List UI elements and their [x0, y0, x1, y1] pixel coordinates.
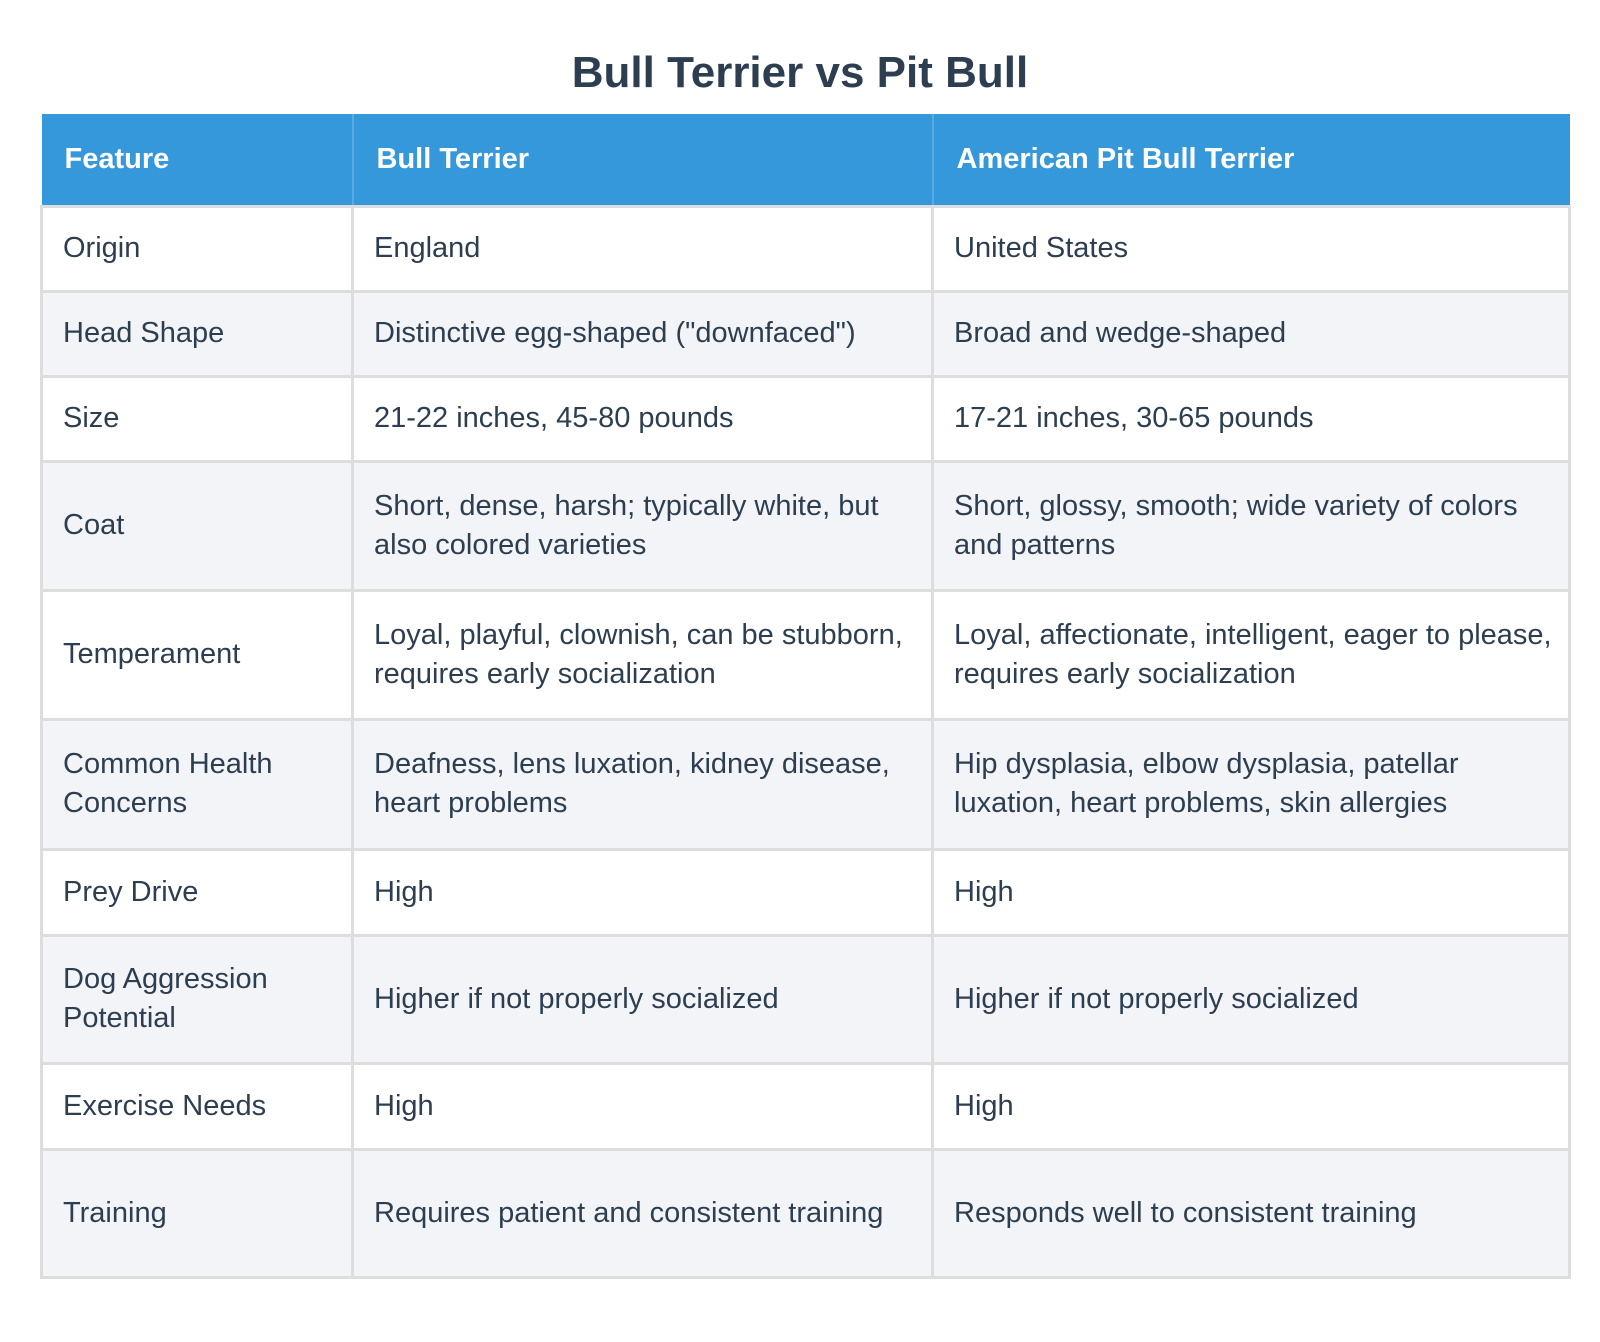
bull-terrier-cell: High: [351, 847, 934, 937]
pit-bull-cell: Broad and wedge-shaped: [931, 289, 1571, 378]
pit-bull-cell: Higher if not properly socialized: [931, 933, 1571, 1065]
feature-cell: Origin: [40, 204, 354, 293]
bull-terrier-cell: Deafness, lens luxation, kidney disease,…: [351, 717, 934, 851]
table-row: Prey Drive High High: [40, 847, 1571, 937]
feature-cell: Prey Drive: [40, 847, 354, 937]
table-row: Dog Aggression Potential Higher if not p…: [40, 933, 1571, 1065]
pit-bull-cell: Responds well to consistent training: [931, 1147, 1571, 1279]
page-title: Bull Terrier vs Pit Bull: [571, 48, 1029, 97]
bull-terrier-cell: 21-22 inches, 45-80 pounds: [351, 374, 934, 463]
table-row: Head Shape Distinctive egg-shaped ("down…: [40, 289, 1571, 378]
table-row: Common Health Concerns Deafness, lens lu…: [40, 717, 1571, 851]
pit-bull-cell: High: [931, 847, 1571, 937]
column-header-feature: Feature: [41, 114, 353, 206]
comparison-table: Feature Bull Terrier American Pit Bull T…: [40, 114, 1571, 1279]
pit-bull-cell: United States: [931, 204, 1571, 293]
bull-terrier-cell: Distinctive egg-shaped ("downfaced"): [351, 289, 934, 378]
feature-cell: Exercise Needs: [40, 1061, 354, 1151]
table-row: Size 21-22 inches, 45-80 pounds 17-21 in…: [40, 374, 1571, 463]
feature-cell: Head Shape: [40, 289, 354, 378]
table-row: Exercise Needs High High: [40, 1061, 1571, 1151]
pit-bull-cell: Hip dysplasia, elbow dysplasia, patellar…: [931, 717, 1571, 851]
feature-cell: Coat: [40, 459, 354, 592]
feature-cell: Training: [40, 1147, 354, 1279]
table-row: Temperament Loyal, playful, clownish, ca…: [40, 588, 1571, 721]
pit-bull-cell: High: [931, 1061, 1571, 1151]
bull-terrier-cell: Higher if not properly socialized: [351, 933, 934, 1065]
feature-cell: Dog Aggression Potential: [40, 933, 354, 1065]
bull-terrier-cell: Short, dense, harsh; typically white, bu…: [351, 459, 934, 592]
pit-bull-cell: 17-21 inches, 30-65 pounds: [931, 374, 1571, 463]
table-header-row: Feature Bull Terrier American Pit Bull T…: [41, 114, 1570, 206]
pit-bull-cell: Short, glossy, smooth; wide variety of c…: [931, 459, 1571, 592]
bull-terrier-cell: High: [351, 1061, 934, 1151]
table-row: Coat Short, dense, harsh; typically whit…: [40, 459, 1571, 592]
feature-cell: Temperament: [40, 588, 354, 721]
bull-terrier-cell: Requires patient and consistent training: [351, 1147, 934, 1279]
feature-cell: Size: [40, 374, 354, 463]
pit-bull-cell: Loyal, affectionate, intelligent, eager …: [931, 588, 1571, 721]
table-row: Origin England United States: [40, 204, 1571, 293]
bull-terrier-cell: England: [351, 204, 934, 293]
column-header-pit-bull: American Pit Bull Terrier: [931, 114, 1570, 206]
table-row: Training Requires patient and consistent…: [40, 1147, 1571, 1279]
column-header-bull-terrier: Bull Terrier: [351, 114, 933, 206]
feature-cell: Common Health Concerns: [40, 717, 354, 851]
bull-terrier-cell: Loyal, playful, clownish, can be stubbor…: [351, 588, 934, 721]
